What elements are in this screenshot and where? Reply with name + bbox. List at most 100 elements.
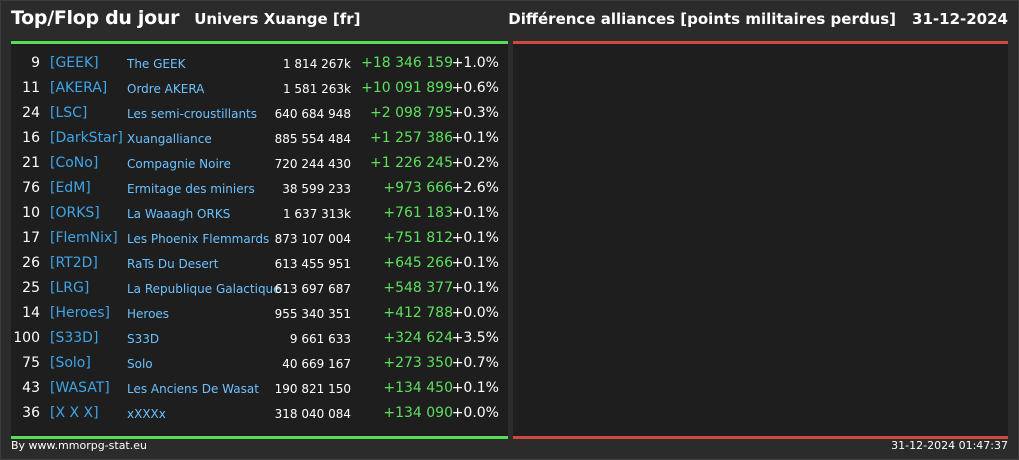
- alliance-points: 1 637 313k: [282, 207, 351, 221]
- alliance-name[interactable]: Les semi-croustillants: [127, 107, 258, 121]
- list-item: 76 [EdM] Ermitage des miniers 38 599 233 +97…: [11, 177, 508, 202]
- alliance-name[interactable]: La Republique Galactique: [127, 282, 281, 296]
- percent-change: +0.2%: [451, 155, 499, 171]
- alliance-name[interactable]: The GEEK: [127, 57, 186, 71]
- percent-change: +0.7%: [451, 355, 499, 371]
- percent-change: +0.6%: [451, 80, 499, 96]
- alliance-name[interactable]: Xuangalliance: [127, 132, 212, 146]
- list-item: 43 [WASAT] Les Anciens De Wasat 190 821 150…: [11, 377, 508, 402]
- points-difference: +18 346 159: [361, 55, 453, 71]
- points-difference: +1 226 245: [370, 155, 453, 171]
- alliance-rank: 43: [22, 380, 40, 396]
- list-item: 16 [DarkStar] Xuangalliance 885 554 484 +1 2…: [11, 127, 508, 152]
- alliance-rank: 14: [22, 305, 40, 321]
- percent-change: +0.1%: [451, 255, 499, 271]
- alliance-points: 640 684 948: [274, 107, 351, 121]
- percent-change: +0.3%: [451, 105, 499, 121]
- alliance-points: 720 244 430: [274, 157, 351, 171]
- points-difference: +134 450: [383, 380, 453, 396]
- points-difference: +1 257 386: [370, 130, 453, 146]
- alliance-tag[interactable]: [GEEK]: [50, 55, 99, 71]
- alliance-tag[interactable]: [CoNo]: [50, 155, 99, 171]
- alliance-points: 955 340 351: [274, 307, 351, 321]
- alliance-points: 190 821 150: [274, 382, 351, 396]
- alliance-name[interactable]: Les Phoenix Flemmards: [127, 232, 270, 246]
- alliance-points: 873 107 004: [274, 232, 351, 246]
- percent-change: +0.1%: [451, 205, 499, 221]
- percent-change: +0.1%: [451, 230, 499, 246]
- points-difference: +2 098 795: [370, 105, 453, 121]
- alliance-tag[interactable]: [Solo]: [50, 355, 91, 371]
- percent-change: +0.1%: [451, 380, 499, 396]
- alliance-name[interactable]: xXXXx: [127, 407, 166, 421]
- alliance-points: 613 455 951: [274, 257, 351, 271]
- header-left: Top/Flop du jour Univers Xuange [fr]: [11, 7, 361, 37]
- alliance-name[interactable]: S33D: [127, 332, 160, 346]
- ranking-title: Différence alliances [points militaires …: [508, 10, 897, 28]
- points-difference: +324 624: [383, 330, 453, 346]
- list-item: 11 [AKERA] Ordre AKERA 1 581 263k +10 091 89…: [11, 77, 508, 102]
- alliance-rank: 100: [13, 330, 40, 346]
- alliance-rank: 16: [22, 130, 40, 146]
- list-item: 9 [GEEK] The GEEK 1 814 267k +18 346 159 +1.0…: [11, 52, 508, 77]
- alliance-name[interactable]: Ermitage des miniers: [127, 182, 255, 196]
- percent-change: +0.1%: [451, 280, 499, 296]
- percent-change: +1.0%: [451, 55, 499, 71]
- points-difference: +412 788: [383, 305, 453, 321]
- alliance-name[interactable]: Heroes: [127, 307, 170, 321]
- alliance-tag[interactable]: [LSC]: [50, 105, 88, 121]
- header-date: 31-12-2024: [912, 10, 1008, 28]
- points-difference: +751 812: [383, 230, 453, 246]
- alliance-tag[interactable]: [Heroes]: [50, 305, 110, 321]
- alliance-tag[interactable]: [EdM]: [50, 180, 91, 196]
- points-difference: +761 183: [383, 205, 453, 221]
- alliance-tag[interactable]: [RT2D]: [50, 255, 98, 271]
- list-item: 10 [ORKS] La Waaagh ORKS 1 637 313k +761 183…: [11, 202, 508, 227]
- list-item: 24 [LSC] Les semi-croustillants 640 684 948…: [11, 102, 508, 127]
- alliance-rank: 36: [22, 405, 40, 421]
- percent-change: +3.5%: [451, 330, 499, 346]
- top-list: 9 [GEEK] The GEEK 1 814 267k +18 346 159 +1.0…: [11, 52, 508, 427]
- alliance-rank: 24: [22, 105, 40, 121]
- alliance-tag[interactable]: [S33D]: [50, 330, 99, 346]
- alliance-rank: 75: [22, 355, 40, 371]
- universe-label: Univers Xuange [fr]: [194, 10, 361, 28]
- points-difference: +273 350: [383, 355, 453, 371]
- percent-change: +0.0%: [451, 305, 499, 321]
- list-item: 14 [Heroes] Heroes 955 340 351 +412 788 +0.0%: [11, 302, 508, 327]
- alliance-name[interactable]: Ordre AKERA: [127, 82, 205, 96]
- alliance-tag[interactable]: [FlemNix]: [50, 230, 118, 246]
- alliance-rank: 76: [22, 180, 40, 196]
- alliance-tag[interactable]: [LRG]: [50, 280, 90, 296]
- percent-change: +0.1%: [451, 130, 499, 146]
- alliance-tag[interactable]: [DarkStar]: [50, 130, 123, 146]
- alliance-name[interactable]: Solo: [127, 357, 153, 371]
- alliance-rank: 10: [22, 205, 40, 221]
- points-difference: +973 666: [383, 180, 453, 196]
- alliance-points: 38 599 233: [282, 182, 351, 196]
- alliance-tag[interactable]: [X X X]: [50, 405, 99, 421]
- alliance-name[interactable]: Compagnie Noire: [127, 157, 231, 171]
- alliance-points: 318 040 084: [274, 407, 351, 421]
- alliance-rank: 21: [22, 155, 40, 171]
- alliance-name[interactable]: La Waaagh ORKS: [127, 207, 231, 221]
- percent-change: +2.6%: [451, 180, 499, 196]
- list-item: 26 [RT2D] RaTs Du Desert 613 455 951 +645 26…: [11, 252, 508, 277]
- header-right: Différence alliances [points militaires …: [508, 10, 1008, 28]
- alliance-tag[interactable]: [WASAT]: [50, 380, 110, 396]
- alliance-tag[interactable]: [ORKS]: [50, 205, 100, 221]
- alliance-name[interactable]: Les Anciens De Wasat: [127, 382, 259, 396]
- list-item: 36 [X X X] xXXXx 318 040 084 +134 090 +0.0%: [11, 402, 508, 427]
- footer-credit: By www.mmorpg-stat.eu: [11, 439, 147, 452]
- flop-panel: [513, 41, 1008, 439]
- alliance-points: 1 581 263k: [282, 82, 351, 96]
- list-item: 75 [Solo] Solo 40 669 167 +273 350 +0.7%: [11, 352, 508, 377]
- alliance-rank: 17: [22, 230, 40, 246]
- alliance-tag[interactable]: [AKERA]: [50, 80, 108, 96]
- alliance-points: 40 669 167: [282, 357, 351, 371]
- alliance-name[interactable]: RaTs Du Desert: [127, 257, 219, 271]
- points-difference: +134 090: [383, 405, 453, 421]
- list-item: 17 [FlemNix] Les Phoenix Flemmards 873 107 …: [11, 227, 508, 252]
- alliance-rank: 26: [22, 255, 40, 271]
- alliance-points: 9 661 633: [289, 332, 351, 346]
